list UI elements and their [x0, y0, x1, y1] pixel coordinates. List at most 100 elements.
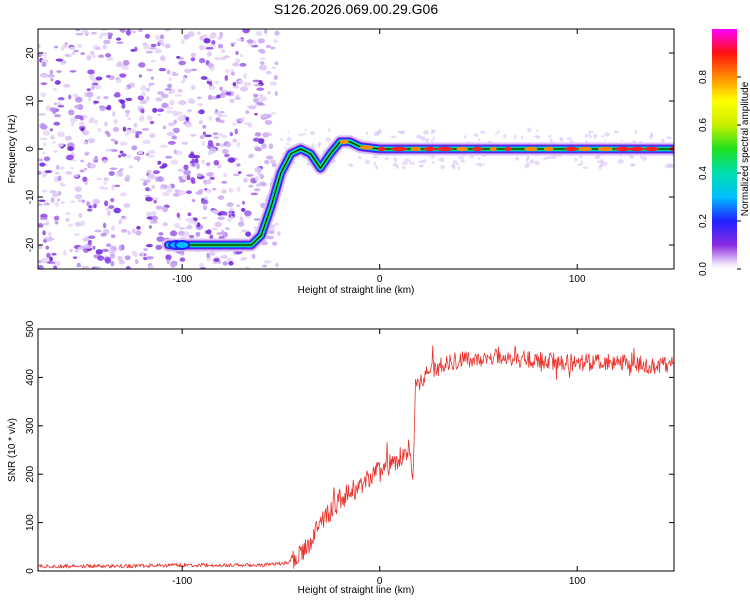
heatmap-noise-point — [431, 154, 435, 159]
heatmap-noise-point — [105, 207, 111, 211]
heatmap-noise-point — [378, 128, 382, 134]
heatmap-hot-spot — [423, 146, 436, 152]
heatmap-hot-spot — [615, 146, 631, 152]
heatmap-noise-point — [171, 135, 178, 140]
heatmap-noise-point — [111, 184, 116, 188]
heatmap-noise-point — [113, 119, 118, 124]
heatmap-noise-point — [190, 52, 197, 58]
heatmap-noise-point — [214, 210, 220, 213]
heatmap-noise-point — [219, 92, 226, 99]
heatmap-noise-point — [42, 189, 48, 193]
heatmap-noise-point — [432, 136, 435, 141]
heatmap-noise-point — [217, 212, 223, 216]
y-tick-label: 400 — [25, 369, 36, 386]
heatmap-noise-point — [125, 97, 133, 102]
heatmap-noise-point — [474, 133, 479, 137]
heatmap-noise-point — [53, 150, 59, 153]
heatmap-noise-point — [204, 187, 208, 191]
heatmap-noise-point — [145, 153, 150, 156]
heatmap-noise-point — [236, 38, 243, 42]
heatmap-noise-point — [185, 117, 190, 122]
heatmap-noise-point — [257, 96, 265, 103]
heatmap-noise-point — [121, 215, 126, 219]
heatmap-noise-point — [70, 121, 75, 127]
heatmap-noise-point — [95, 249, 103, 255]
heatmap-noise-point — [520, 136, 524, 140]
heatmap-noise-point — [67, 54, 73, 58]
heatmap-noise-point — [167, 83, 172, 89]
heatmap-noise-point — [180, 79, 185, 84]
heatmap-noise-point — [152, 197, 159, 201]
heatmap-noise-point — [87, 138, 96, 144]
heatmap-noise-point — [274, 30, 280, 36]
heatmap-hot-spot — [524, 146, 538, 152]
heatmap-noise-point — [81, 199, 85, 203]
heatmap-noise-point — [106, 57, 114, 61]
snr-xlabel: Height of straight line (km) — [298, 585, 415, 596]
heatmap-noise-point — [122, 65, 129, 71]
heatmap-noise-point — [115, 77, 122, 84]
heatmap-noise-point — [80, 127, 85, 132]
heatmap-hot-spot — [597, 146, 613, 152]
heatmap-noise-point — [124, 133, 129, 136]
heatmap-noise-point — [39, 162, 46, 167]
heatmap-noise-point — [214, 80, 220, 85]
heatmap-noise-point — [524, 164, 528, 169]
heatmap-noise-point — [145, 243, 153, 248]
heatmap-noise-point — [142, 139, 151, 144]
heatmap-noise-point — [177, 88, 183, 93]
heatmap-noise-point — [183, 36, 189, 40]
heatmap-noise-point — [50, 78, 54, 82]
heatmap-noise-point — [257, 38, 266, 44]
heatmap-noise-point — [166, 69, 171, 75]
heatmap-hot-spot — [410, 146, 421, 152]
heatmap-noise-point — [145, 96, 150, 101]
heatmap-noise-point — [183, 164, 189, 171]
heatmap-noise-point — [97, 255, 105, 261]
heatmap-points — [38, 29, 674, 269]
heatmap-noise-point — [208, 94, 213, 100]
heatmap-noise-point — [266, 235, 275, 240]
heatmap-noise-point — [53, 265, 58, 269]
heatmap-noise-point — [222, 261, 228, 266]
heatmap-noise-point — [375, 165, 379, 170]
heatmap-noise-point — [235, 51, 239, 56]
heatmap-noise-point — [148, 225, 153, 229]
heatmap-noise-point — [169, 99, 175, 106]
heatmap-noise-point — [47, 231, 52, 237]
heatmap-noise-point — [217, 36, 223, 40]
heatmap-noise-point — [217, 216, 225, 220]
heatmap-noise-point — [137, 95, 145, 101]
snr-ylabel: SNR (10 * v/v) — [7, 418, 18, 482]
heatmap-noise-point — [125, 29, 132, 36]
heatmap-noise-point — [38, 43, 41, 49]
heatmap-noise-point — [220, 254, 228, 259]
heatmap-noise-point — [479, 130, 486, 134]
heatmap-noise-point — [38, 264, 44, 269]
heatmap-noise-point — [397, 130, 401, 134]
heatmap-noise-point — [118, 244, 123, 251]
heatmap-noise-point — [173, 127, 180, 134]
heatmap-noise-point — [265, 44, 272, 49]
y-tick-label: 20 — [25, 47, 36, 59]
heatmap-noise-point — [108, 171, 115, 176]
heatmap-noise-point — [78, 121, 85, 127]
heatmap-noise-point — [209, 44, 216, 48]
heatmap-noise-point — [54, 221, 59, 225]
heatmap-noise-point — [75, 29, 80, 32]
heatmap-noise-point — [40, 82, 48, 86]
heatmap-noise-point — [219, 86, 223, 91]
heatmap-noise-point — [358, 155, 362, 160]
heatmap-noise-point — [223, 55, 231, 59]
colorbar-tick-label: 0.6 — [698, 118, 709, 132]
colorbar-tick-label: 0.8 — [698, 70, 709, 84]
heatmap-noise-point — [237, 221, 245, 227]
heatmap-noise-point — [49, 256, 54, 262]
heatmap-noise-point — [40, 257, 49, 263]
heatmap-noise-point — [601, 135, 604, 138]
heatmap-noise-point — [273, 39, 278, 44]
heatmap-noise-point — [131, 228, 136, 234]
heatmap-noise-point — [108, 205, 115, 209]
heatmap-noise-point — [348, 163, 354, 168]
